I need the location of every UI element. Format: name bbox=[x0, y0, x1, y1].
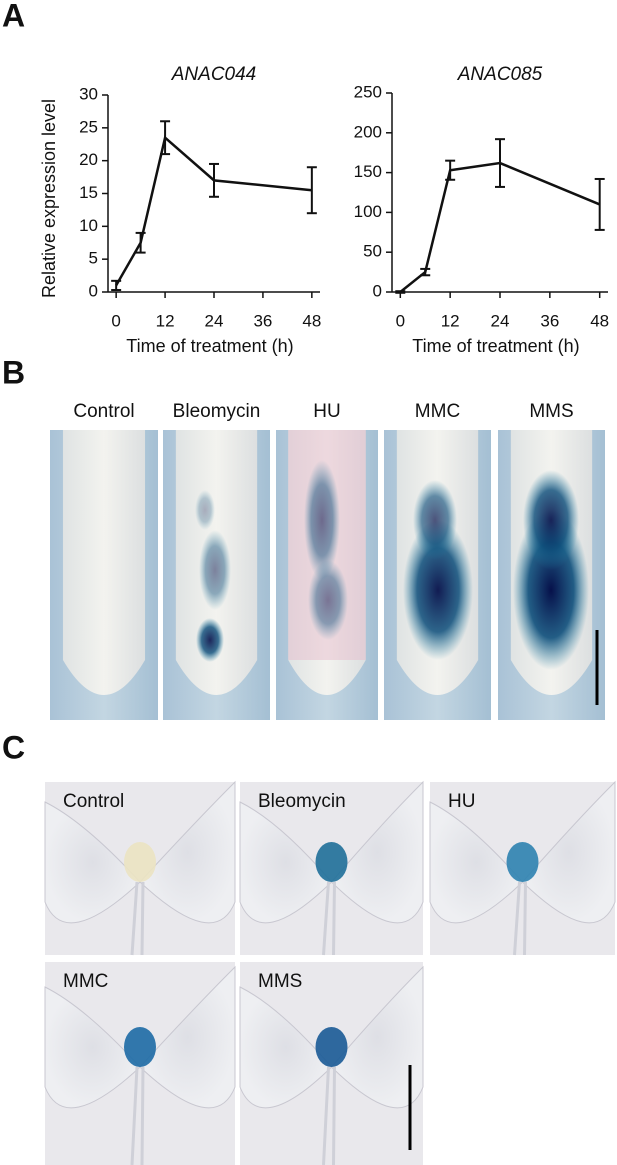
x-tick-label: 36 bbox=[540, 311, 559, 330]
y-tick-label: 10 bbox=[79, 216, 98, 235]
shoot-apex bbox=[315, 842, 348, 882]
y-tick-label: 15 bbox=[79, 183, 98, 202]
error-bar bbox=[160, 120, 171, 156]
shoot-apex bbox=[124, 1027, 156, 1067]
cotyledon bbox=[429, 801, 524, 924]
y-axis-label: Relative expression level bbox=[39, 99, 59, 298]
gus-stain bbox=[523, 470, 579, 570]
y-tick-label: 0 bbox=[89, 281, 98, 300]
cotyledon bbox=[44, 986, 141, 1109]
y-tick-label: 250 bbox=[354, 82, 382, 101]
y-tick-label: 25 bbox=[79, 117, 98, 136]
condition-label: MMC bbox=[63, 971, 108, 992]
cotyledon bbox=[239, 986, 333, 1109]
gus-stain bbox=[308, 560, 348, 640]
x-tick-label: 12 bbox=[156, 311, 175, 330]
x-tick-label: 0 bbox=[396, 311, 405, 330]
panel-label: C bbox=[2, 729, 25, 765]
cotyledon bbox=[139, 780, 236, 924]
hypocotyl bbox=[130, 881, 145, 956]
hypocotyl bbox=[322, 881, 336, 956]
x-tick-label: 12 bbox=[441, 311, 460, 330]
y-tick-label: 20 bbox=[79, 150, 98, 169]
cotyledon bbox=[330, 780, 424, 924]
x-tick-label: 0 bbox=[111, 311, 120, 330]
x-tick-label: 36 bbox=[253, 311, 272, 330]
condition-label: MMS bbox=[529, 401, 573, 422]
gus-stain bbox=[195, 490, 215, 530]
error-bar bbox=[111, 279, 122, 292]
error-bar bbox=[395, 290, 406, 294]
error-bar bbox=[495, 138, 505, 188]
cotyledon bbox=[330, 965, 424, 1109]
y-tick-label: 100 bbox=[354, 202, 382, 221]
panel-label: B bbox=[2, 354, 25, 390]
gus-stain bbox=[196, 618, 224, 662]
error-bar bbox=[209, 162, 219, 198]
x-tick-label: 48 bbox=[590, 311, 609, 330]
y-tick-label: 30 bbox=[79, 84, 98, 103]
hypocotyl bbox=[322, 1066, 336, 1165]
condition-label: Bleomycin bbox=[173, 401, 261, 422]
condition-label: MMC bbox=[415, 401, 460, 422]
cotyledon bbox=[139, 965, 236, 1109]
x-tick-label: 24 bbox=[205, 311, 224, 330]
gus-stain bbox=[304, 460, 340, 580]
cotyledon bbox=[239, 801, 333, 924]
chart-title: ANAC044 bbox=[171, 64, 257, 85]
shoot-apex bbox=[315, 1027, 348, 1067]
condition-label: Bleomycin bbox=[258, 791, 346, 812]
panel-label: A bbox=[2, 0, 25, 33]
condition-label: HU bbox=[448, 791, 475, 812]
error-bar bbox=[306, 166, 317, 215]
x-tick-label: 24 bbox=[491, 311, 510, 330]
condition-label: MMS bbox=[258, 971, 302, 992]
x-axis-label: Time of treatment (h) bbox=[412, 336, 579, 356]
error-bar bbox=[594, 177, 605, 231]
condition-label: Control bbox=[73, 401, 134, 422]
chart-title: ANAC085 bbox=[457, 64, 543, 85]
gus-stain bbox=[199, 530, 231, 610]
y-tick-label: 50 bbox=[363, 242, 382, 261]
shoot-apex bbox=[124, 842, 156, 882]
condition-label: HU bbox=[313, 401, 340, 422]
x-axis-label: Time of treatment (h) bbox=[126, 336, 293, 356]
hypocotyl bbox=[130, 1066, 145, 1165]
y-tick-label: 0 bbox=[373, 281, 382, 300]
condition-label: Control bbox=[63, 791, 124, 812]
gus-stain bbox=[403, 520, 473, 660]
cotyledon bbox=[521, 780, 616, 924]
hypocotyl bbox=[513, 881, 527, 956]
root bbox=[62, 430, 146, 695]
y-tick-label: 200 bbox=[354, 122, 382, 141]
cotyledon bbox=[44, 801, 141, 924]
data-line bbox=[115, 135, 312, 287]
gus-stain bbox=[413, 480, 457, 560]
error-bar bbox=[135, 231, 146, 254]
y-tick-label: 5 bbox=[89, 249, 98, 268]
error-bar bbox=[445, 159, 456, 181]
x-tick-label: 48 bbox=[302, 311, 321, 330]
y-tick-label: 150 bbox=[354, 162, 382, 181]
shoot-apex bbox=[506, 842, 539, 882]
error-bar bbox=[420, 267, 431, 277]
